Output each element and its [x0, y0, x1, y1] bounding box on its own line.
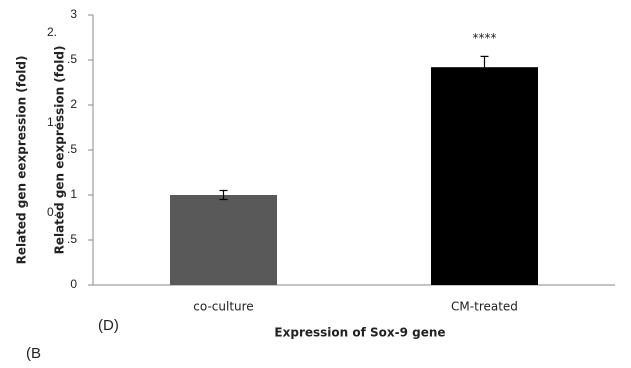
y-tick-label: .5 — [67, 232, 77, 246]
ghost-tick-label: 1. — [47, 115, 57, 129]
significance-label: **** — [473, 31, 497, 45]
y-axis-title: Related gen eexpression (fold) — [53, 46, 67, 255]
y-axis-title: Related gen eexpression (fold) — [15, 56, 29, 265]
y-tick-label: 0 — [70, 277, 77, 291]
ghost-tick-label: 2. — [47, 25, 57, 39]
error-bar — [480, 55, 489, 79]
y-tick-label: .5 — [67, 52, 77, 66]
error-bar — [219, 189, 228, 201]
bar — [170, 195, 277, 285]
x-axis-title: Expression of Sox-9 gene — [274, 326, 445, 340]
panel-label: (B — [26, 345, 41, 362]
y-tick-label: 3 — [70, 7, 77, 21]
y-tick-label: 1 — [70, 187, 77, 201]
bar — [431, 67, 538, 285]
y-tick-label: 2 — [70, 97, 77, 111]
ghost-tick-label: 0. — [47, 205, 57, 219]
y-tick-label: .5 — [67, 142, 77, 156]
panel-label: (D) — [98, 317, 119, 334]
x-tick-label: co-culture — [193, 300, 253, 314]
x-tick-label: CM-treated — [451, 300, 518, 314]
